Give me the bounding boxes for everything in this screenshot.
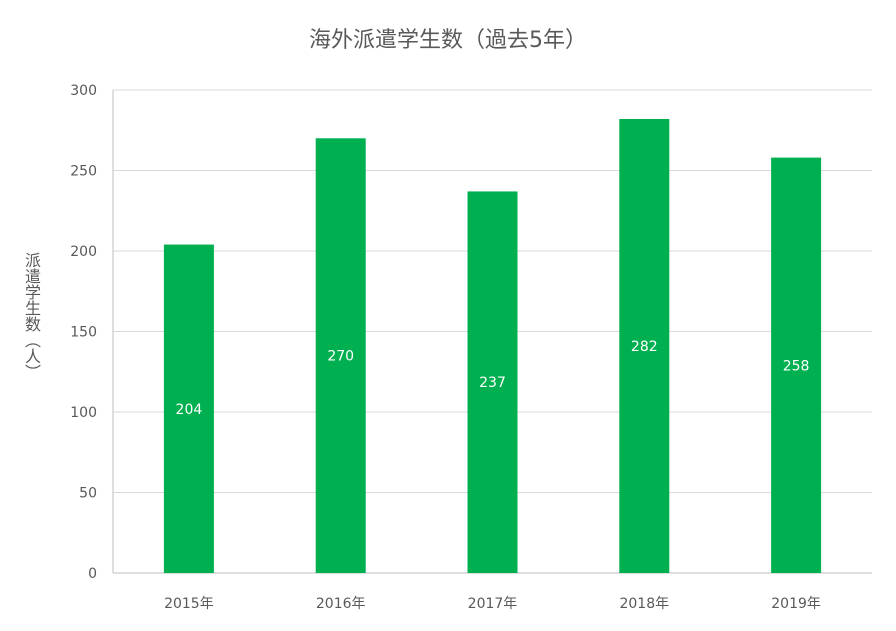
- bar: [163, 244, 214, 573]
- x-tick-label: 2017年: [468, 596, 518, 612]
- bar: [619, 118, 670, 573]
- bar: [467, 191, 518, 573]
- y-tick-label: 300: [70, 83, 97, 99]
- data-label: 258: [783, 358, 810, 374]
- data-label: 270: [327, 349, 354, 365]
- bar: [315, 138, 366, 574]
- y-tick-label: 250: [70, 164, 97, 180]
- x-tick-label: 2018年: [619, 596, 669, 612]
- data-label: 282: [631, 339, 658, 355]
- y-tick-label: 150: [70, 325, 97, 341]
- x-tick-label: 2019年: [771, 596, 821, 612]
- y-tick-label: 0: [88, 566, 97, 582]
- y-tick-label: 200: [70, 244, 97, 260]
- x-tick-label: 2015年: [164, 596, 214, 612]
- data-label: 237: [479, 375, 506, 391]
- x-tick-label: 2016年: [316, 596, 366, 612]
- y-tick-label: 100: [70, 405, 97, 421]
- chart-title: 海外派遣学生数（過去5年）: [309, 28, 587, 53]
- bar: [771, 157, 822, 573]
- data-label: 204: [176, 402, 203, 418]
- y-tick-label: 50: [79, 486, 97, 502]
- y-axis-label: 派遣学生数（人）: [22, 252, 41, 380]
